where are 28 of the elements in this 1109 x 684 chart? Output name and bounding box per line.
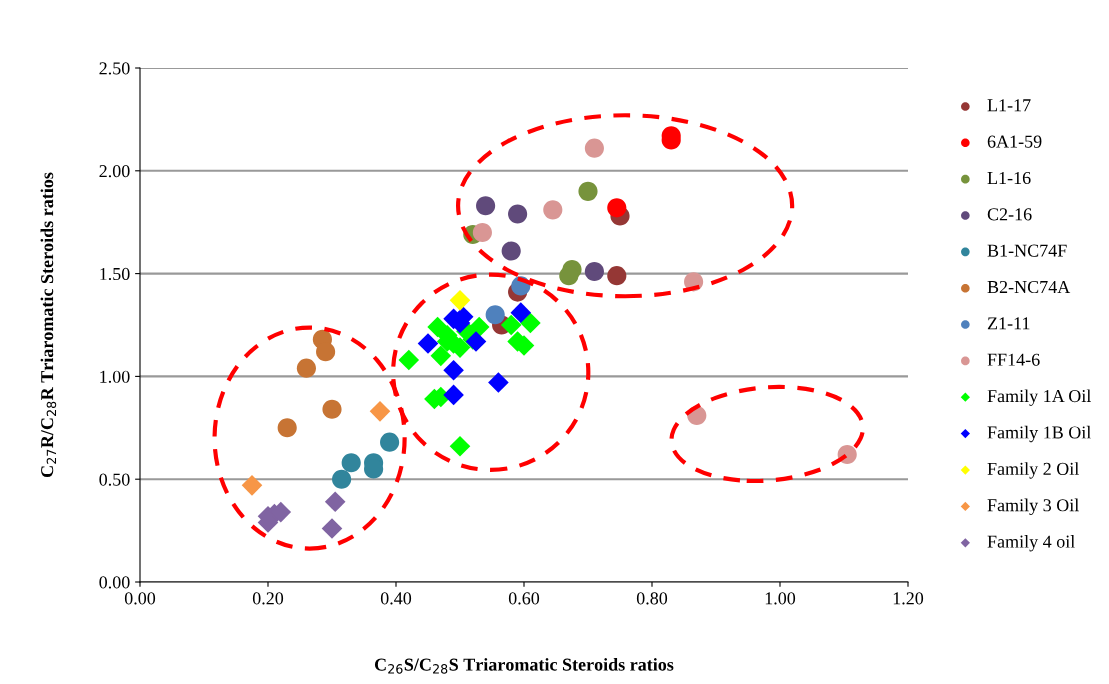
legend-label: Family 1B Oil [987, 425, 1091, 443]
y-tick-label: 0.00 [99, 576, 130, 589]
x-tick-label: 0.40 [380, 592, 412, 605]
legend-label: B1-NC74F [987, 244, 1067, 257]
legend-label: Z1-11 [987, 317, 1030, 330]
legend-label: Family 1A Oil [987, 389, 1091, 406]
legend-label: Family 2 Oil [987, 462, 1079, 479]
legend-label: Family 3 Oil [987, 498, 1079, 516]
legend-label: C2-16 [987, 208, 1032, 221]
x-tick-label: 0.80 [636, 592, 668, 605]
legend-label: FF14-6 [987, 353, 1040, 366]
y-tick-label: 0.50 [99, 473, 130, 486]
y-tick-label: 2.50 [99, 62, 130, 75]
legend-label: Family 4 oil [987, 535, 1075, 552]
x-tick-label: 0.60 [508, 592, 540, 605]
legend-label: B2-NC74A [987, 280, 1071, 294]
legend-label: L1-16 [987, 171, 1031, 185]
x-tick-label: 1.20 [893, 592, 924, 605]
y-tick-label: 2.00 [99, 165, 130, 178]
y-tick-label: 1.00 [100, 370, 130, 383]
x-tick-label: 1.00 [765, 592, 796, 605]
y-axis-title: C$_{27}$R/C$_{28}$R Triaromatic Steroids ratios [40, 172, 57, 478]
y-tick-label: 1.50 [100, 267, 130, 281]
legend-label: 6A1-59 [987, 135, 1042, 148]
x-axis-title: C$_{26}$S/C$_{28}$S Triaromatic Steroids ratios [374, 657, 674, 674]
legend-label: L1-17 [987, 99, 1031, 112]
x-tick-label: 0.20 [252, 592, 284, 605]
x-tick-label: 0.00 [124, 592, 156, 605]
